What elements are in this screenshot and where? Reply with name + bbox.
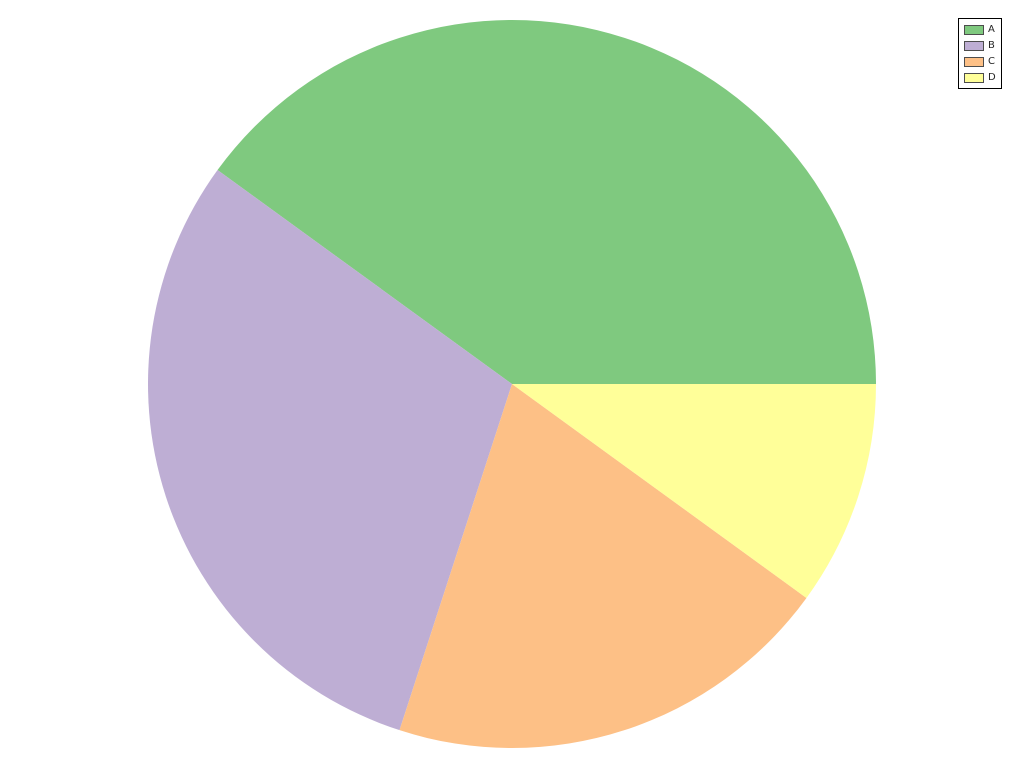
pie-slice-C [399,384,807,748]
legend-label-C: C [988,56,995,67]
pie-slice-D [512,384,876,598]
legend-item-C: C [964,55,996,68]
legend-item-B: B [964,39,996,52]
legend-item-A: A [964,23,996,36]
legend-label-D: D [988,72,996,83]
pie-slice-A [217,20,876,385]
pie-slice-B [148,170,512,731]
legend-item-D: D [964,71,996,84]
legend-swatch-C [964,56,984,67]
legend-swatch-D [964,72,984,83]
legend-swatch-A [964,24,984,35]
legend-label-A: A [988,24,995,35]
legend-swatch-B [964,40,984,51]
legend-label-B: B [988,40,995,51]
